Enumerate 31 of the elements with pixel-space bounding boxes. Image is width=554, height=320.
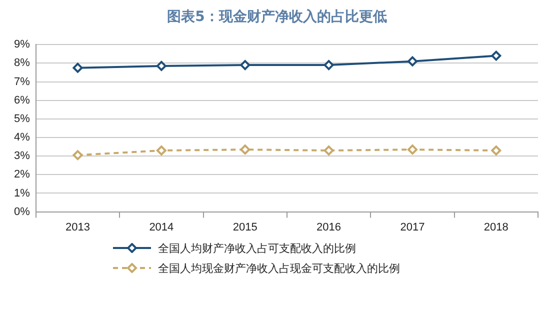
y-tick-label: 1% [14, 187, 30, 200]
x-tick-label: 2016 [316, 221, 342, 234]
point [324, 60, 334, 70]
legend-label: 全国人均财产净收入占可支配收入的比例 [158, 240, 356, 256]
x-tick-label: 2014 [149, 221, 174, 234]
y-tick-label: 6% [14, 94, 30, 106]
y-tick-label: 3% [14, 150, 30, 162]
point [240, 60, 250, 70]
y-tick-label: 2% [14, 168, 30, 181]
point [72, 150, 83, 160]
point [324, 145, 334, 156]
x-tick-label: 2015 [232, 221, 258, 234]
point [240, 144, 250, 155]
y-tick-label: 5% [14, 112, 30, 125]
point [156, 60, 166, 71]
point [491, 145, 502, 156]
y-tick-label: 0% [14, 206, 30, 218]
point [407, 144, 418, 155]
point [72, 62, 83, 73]
point [156, 145, 166, 156]
x-tick-label: 2013 [66, 221, 90, 234]
point [407, 56, 418, 66]
point [491, 50, 502, 61]
y-tick-label: 8% [14, 57, 30, 70]
y-tick-label: 7% [14, 76, 30, 88]
y-tick-label: 9% [14, 38, 30, 51]
x-tick-label: 2017 [400, 221, 425, 234]
chart-title: 图表5：现金财产净收入的占比更低 [166, 8, 388, 26]
x-tick-label: 2018 [484, 221, 508, 234]
legend-label: 全国人均现金财产净收入占现金可支配收入的比例 [158, 260, 400, 276]
y-tick-label: 4% [14, 132, 30, 144]
